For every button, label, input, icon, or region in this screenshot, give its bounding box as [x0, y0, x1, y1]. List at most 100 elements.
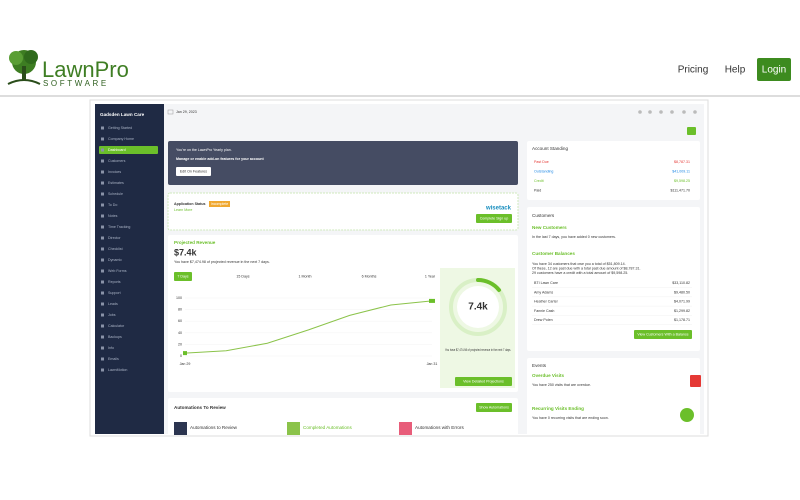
icon: [399, 422, 412, 435]
sidebar-item[interactable]: Company Home: [108, 137, 134, 141]
account-value: $9,598.25: [674, 179, 690, 183]
sidebar-item[interactable]: Customers: [108, 159, 126, 163]
revenue-text: You have $7,474.98 of projected revenue …: [174, 260, 270, 264]
sidebar-icon: [101, 324, 104, 328]
y-tick-label: 0: [180, 354, 182, 358]
projections-button[interactable]: [455, 377, 512, 386]
application-card: [167, 192, 519, 231]
sidebar-item[interactable]: Schedule: [108, 192, 123, 196]
plan-text: Manage or enable add-on features for you…: [176, 157, 264, 161]
sidebar-icon: [101, 170, 104, 174]
y-tick-label: 100: [176, 296, 182, 300]
card-title: Automations To Review: [174, 405, 226, 410]
chat-button[interactable]: [680, 408, 694, 422]
help-badge[interactable]: [690, 375, 701, 387]
sidebar-icon: [101, 302, 104, 306]
sidebar-icon: [101, 335, 104, 339]
tab[interactable]: 6 Months: [362, 274, 377, 278]
app-status-label: Application Status: [174, 202, 206, 206]
sidebar-item[interactable]: Estimates: [108, 181, 124, 185]
automation-item: Automations with Errors: [415, 425, 464, 430]
plan-button[interactable]: [176, 167, 211, 176]
sidebar-item[interactable]: Info: [108, 346, 114, 350]
sidebar-item[interactable]: Backups: [108, 335, 122, 339]
balance-button-text[interactable]: View Customers With a Balance: [637, 332, 688, 336]
sidebar-icon: [101, 192, 104, 196]
logo-text: LawnPro: [42, 57, 129, 82]
balance-button[interactable]: [634, 330, 692, 339]
section-text: You have 250 visits that are overdue.: [532, 383, 591, 387]
account-label: Past Due: [534, 160, 549, 164]
sidebar-item[interactable]: Time Tracking: [108, 225, 130, 229]
sidebar-item[interactable]: Director: [108, 236, 121, 240]
sidebar-icon: [101, 346, 104, 350]
account-value: $111,471.70: [671, 188, 690, 192]
sidebar-icon: [101, 148, 104, 152]
y-tick-label: 20: [178, 342, 182, 346]
sidebar-item[interactable]: Checklist: [108, 247, 123, 251]
account-label: Paid: [534, 188, 541, 192]
toolbar-icons[interactable]: [638, 110, 697, 114]
tab[interactable]: 1 Year: [425, 274, 436, 278]
tab-active[interactable]: [174, 272, 192, 281]
end-marker: [183, 351, 187, 356]
sidebar-item[interactable]: Support: [108, 291, 121, 295]
login-button[interactable]: [757, 58, 791, 81]
nav-link[interactable]: Help: [725, 65, 746, 76]
customer-name: BTI Lawn Care: [534, 281, 558, 285]
customer-balance: $1,299.82: [674, 309, 690, 313]
customer-name: Heather Carter: [534, 300, 559, 304]
login-text[interactable]: Login: [762, 65, 786, 76]
add-button[interactable]: [687, 127, 696, 135]
sidebar-icon: [101, 181, 104, 185]
sidebar: [95, 104, 164, 434]
account-value: $8,787.31: [674, 160, 690, 164]
sidebar-item[interactable]: Dynamic: [108, 258, 122, 262]
show-automations[interactable]: [476, 403, 512, 412]
sidebar-item[interactable]: Jobs: [108, 313, 116, 317]
sidebar-item[interactable]: LawnMotion: [108, 368, 127, 372]
account-card: [527, 141, 700, 200]
sidebar-item[interactable]: Invoices: [108, 170, 121, 174]
plan-button-text[interactable]: Edit On Features: [180, 169, 207, 173]
sidebar-item[interactable]: Emails: [108, 357, 119, 361]
sidebar-item[interactable]: To Do: [108, 203, 117, 207]
signup-button[interactable]: [476, 214, 512, 223]
gauge-center: [457, 286, 499, 328]
revenue-card: [168, 235, 518, 392]
account-value: $41,009.11: [672, 169, 690, 173]
projections-text[interactable]: View Detailed Projections: [463, 379, 504, 383]
y-tick-label: 80: [178, 308, 182, 312]
sidebar-icon: [101, 225, 104, 229]
wisetack-logo: wisetack: [485, 206, 512, 212]
sidebar-active[interactable]: [99, 146, 158, 154]
section-title: Recurring Visits Ending: [532, 406, 584, 411]
customer-balance: $4,071.99: [674, 300, 690, 304]
sidebar-icon: [101, 159, 104, 163]
tab[interactable]: 7 Days: [177, 274, 188, 278]
logo[interactable]: LawnPro SOFTWARE: [7, 50, 129, 88]
tab[interactable]: 15 Days: [236, 274, 249, 278]
icon: [287, 422, 300, 435]
sidebar-item[interactable]: Getting Started: [108, 126, 132, 130]
gauge-value: 7.4k: [468, 302, 488, 313]
sidebar-item[interactable]: Calculator: [108, 324, 125, 328]
account-label: Outstanding: [534, 169, 553, 173]
nav-link[interactable]: Pricing: [678, 65, 709, 76]
header-border: [0, 95, 800, 97]
signup-text[interactable]: Complete Sign up: [480, 216, 509, 220]
sidebar-icon: [101, 258, 104, 262]
section-text: In the last 7 days, you have added 0 new…: [532, 235, 616, 239]
tab[interactable]: 1 Month: [299, 274, 312, 278]
sidebar-item[interactable]: Web Forms: [108, 269, 127, 273]
learn-more[interactable]: Learn More: [174, 208, 192, 212]
sidebar-item[interactable]: Notes: [108, 214, 118, 218]
sidebar-item[interactable]: Leads: [108, 302, 118, 306]
show-automations-text[interactable]: Show Automations: [479, 405, 509, 409]
sidebar-item[interactable]: Reports: [108, 280, 121, 284]
customer-name: Drew Polen: [534, 318, 553, 322]
sidebar-item[interactable]: Dashboard: [108, 148, 126, 152]
company-name: Gadsden Lawn Care: [100, 112, 145, 117]
calendar-icon: [167, 109, 174, 115]
card-title: Customers: [532, 213, 555, 218]
